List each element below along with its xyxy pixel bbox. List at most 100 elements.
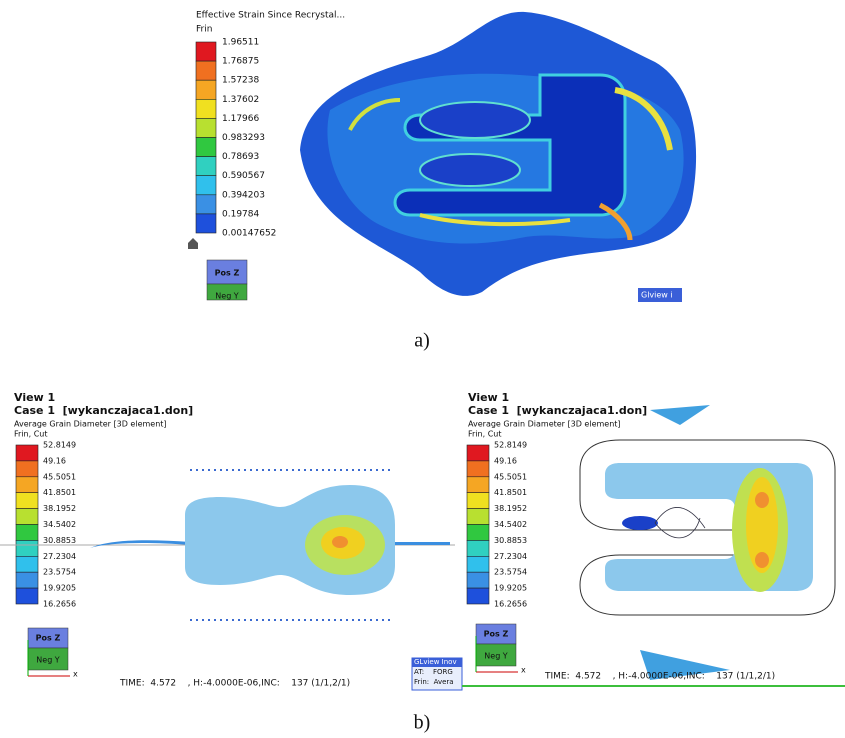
legend-swatch	[467, 509, 489, 525]
legend-swatch	[196, 61, 216, 80]
legend-swatch	[16, 556, 38, 572]
axis-x: x	[521, 666, 526, 675]
panel-b-left: View 1 Case 1 [wykanczajaca1.don] Averag…	[0, 391, 462, 690]
legend-swatch	[16, 572, 38, 588]
legend-swatch	[467, 556, 489, 572]
panel-b-right: View 1 Case 1 [wykanczajaca1.don] Averag…	[462, 391, 845, 686]
axis-x: x	[73, 670, 78, 679]
legend-swatch	[196, 99, 216, 118]
legend-label: 0.00147652	[222, 229, 276, 239]
mode-label: Frin, Cut	[14, 430, 47, 439]
legend-label: 45.5051	[494, 472, 527, 481]
legend-label: 0.394203	[222, 190, 265, 200]
caption: b)	[414, 712, 431, 734]
legend-label: 0.19784	[222, 209, 259, 219]
grain-contour	[580, 405, 835, 680]
legend-label: 27.2304	[494, 552, 527, 561]
legend-swatch	[16, 477, 38, 493]
badge-lines: GLview Inov AT: FORG Frin: Avera	[414, 658, 457, 686]
legend-label: 19.9205	[43, 584, 76, 593]
badge-line: GLview Inov	[414, 658, 457, 666]
legend-label: 23.5754	[494, 568, 527, 577]
legend-label: 1.57238	[222, 76, 259, 86]
legend-label: 27.2304	[43, 552, 76, 561]
legend-swatch	[467, 477, 489, 493]
legend-swatch	[16, 461, 38, 477]
legend-swatch	[467, 540, 489, 556]
legend-label: 16.2656	[43, 600, 76, 609]
legend-swatch	[196, 42, 216, 61]
legend-swatch	[196, 195, 216, 214]
case-label: Case 1 [wykanczajaca1.don]	[14, 404, 193, 417]
cube-front: Neg Y	[484, 652, 508, 661]
legend-label: 45.5051	[43, 472, 76, 481]
cube-top: Pos Z	[36, 634, 61, 643]
strain-contour	[300, 12, 696, 296]
legend-swatch	[16, 588, 38, 604]
legend-swatch	[467, 525, 489, 541]
case-label: Case 1 [wykanczajaca1.don]	[468, 404, 647, 417]
legend-label: 19.9205	[494, 584, 527, 593]
legend-label: 52.8149	[43, 441, 76, 450]
legend: 52.8149 49.16 45.5051 41.8501 38.1952 34.5402…	[467, 441, 527, 609]
legend-swatch	[467, 572, 489, 588]
legend-label: 41.8501	[494, 488, 527, 497]
legend-swatch	[16, 540, 38, 556]
caption: a)	[414, 330, 430, 352]
legend-label: 49.16	[43, 456, 66, 465]
legend-label: 34.5402	[43, 520, 76, 529]
badge-line: Frin: Avera	[414, 678, 454, 686]
legend-swatch	[196, 214, 216, 233]
legend-swatch	[196, 176, 216, 195]
legend-label: 30.8853	[494, 536, 527, 545]
legend-swatch	[467, 493, 489, 509]
legend-label: 23.5754	[43, 568, 76, 577]
legend-label: 52.8149	[494, 441, 527, 450]
view-label: View 1	[14, 391, 55, 404]
legend-title: Effective Strain Since Recrystal...	[196, 11, 345, 21]
status-line: TIME: 4.572 , H:-4.0000E-06,INC: 137 (1/…	[544, 672, 775, 682]
status-line: TIME: 4.572 , H:-4.0000E-06,INC: 137 (1/…	[119, 679, 350, 689]
view-label: View 1	[468, 391, 509, 404]
view-cube: Pos Z Neg Y x	[476, 624, 526, 675]
badge-line: AT: FORG	[414, 668, 453, 676]
legend-label: 0.983293	[222, 133, 265, 143]
legend-label: 30.8853	[43, 536, 76, 545]
legend-swatch	[16, 525, 38, 541]
legend-swatch	[467, 445, 489, 461]
cube-front: Neg Y	[215, 292, 239, 301]
legend-label: 0.78693	[222, 152, 259, 162]
legend-swatch	[196, 138, 216, 157]
legend-label: 38.1952	[43, 504, 76, 513]
view-cube: Pos Z Neg Y	[207, 260, 247, 301]
cube-front: Neg Y	[36, 656, 60, 665]
variable-label: Average Grain Diameter [3D element]	[468, 420, 621, 429]
legend-label: 1.17966	[222, 114, 259, 124]
legend-swatch	[16, 445, 38, 461]
figure: Effective Strain Since Recrystal... Frin…	[0, 0, 845, 738]
panel-a: Effective Strain Since Recrystal... Frin…	[188, 11, 696, 352]
legend-swatch	[196, 157, 216, 176]
variable-label: Average Grain Diameter [3D element]	[14, 420, 167, 429]
legend-label: 1.96511	[222, 38, 259, 48]
cube-top: Pos Z	[484, 630, 509, 639]
legend-swatch	[467, 588, 489, 604]
badge-text: Glview i	[641, 291, 673, 300]
legend-label: 1.76875	[222, 57, 259, 67]
cube-top: Pos Z	[215, 269, 240, 278]
legend-subtitle: Frin	[196, 25, 212, 35]
view-cube: Pos Z Neg Y x	[28, 628, 78, 679]
legend-label: 16.2656	[494, 600, 527, 609]
legend-label: 1.37602	[222, 95, 259, 105]
legend: 1.96511 1.76875 1.57238 1.37602 1.17966 0.983…	[196, 38, 276, 239]
legend-label: 0.590567	[222, 171, 265, 181]
legend-swatch	[196, 118, 216, 137]
legend-swatch	[16, 493, 38, 509]
legend-label: 49.16	[494, 456, 517, 465]
legend-label: 34.5402	[494, 520, 527, 529]
legend-swatch	[16, 509, 38, 525]
legend-swatch	[196, 80, 216, 99]
legend-label: 41.8501	[43, 488, 76, 497]
home-icon	[188, 238, 198, 249]
legend-label: 38.1952	[494, 504, 527, 513]
